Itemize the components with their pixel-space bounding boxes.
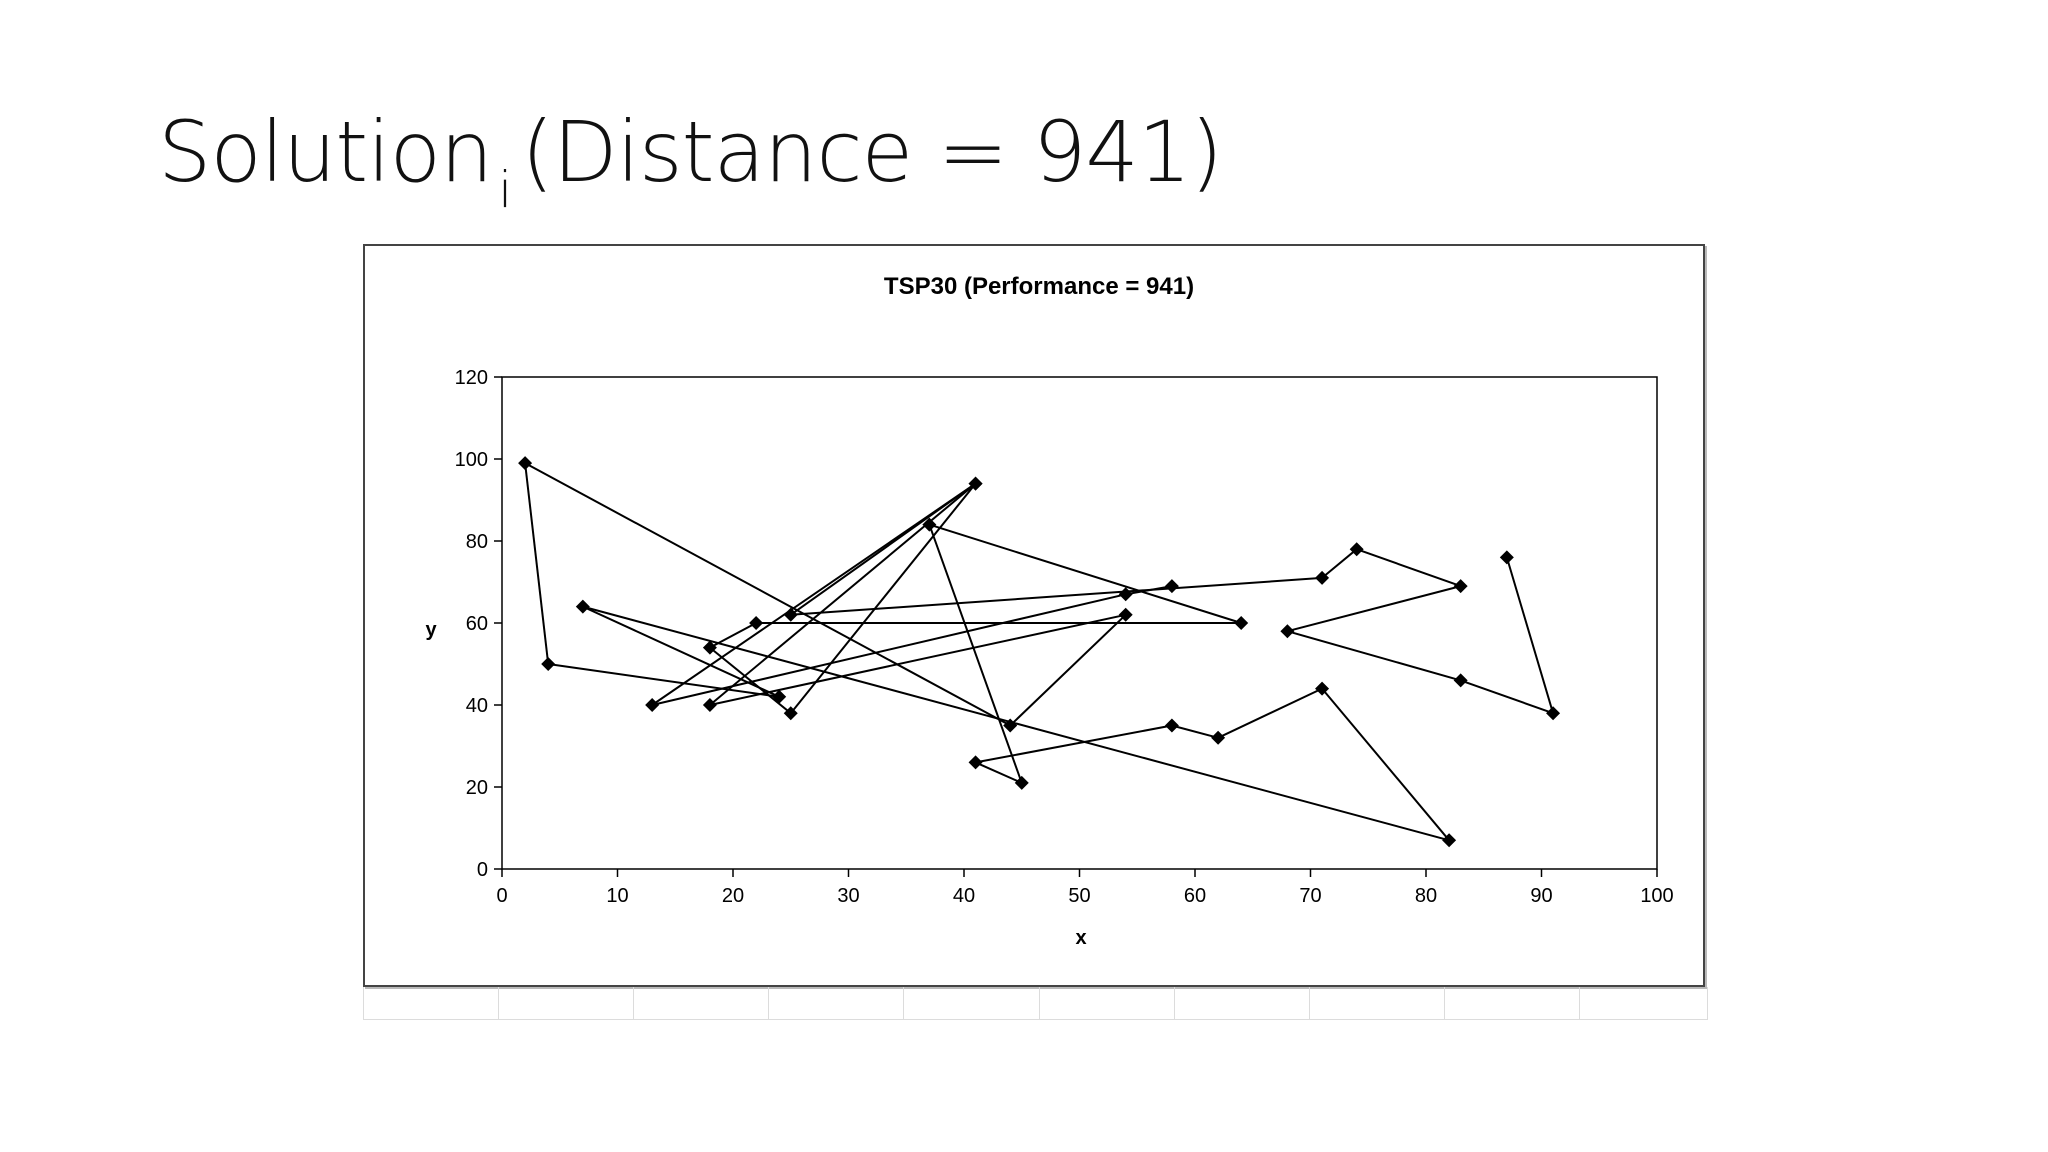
y-axis: 0 20 40 60 80 100 120 bbox=[455, 367, 502, 881]
marker-layer bbox=[518, 456, 1561, 848]
route-segment bbox=[1125, 585, 1173, 596]
x-tick-label: 50 bbox=[1068, 885, 1090, 907]
x-tick-label: 10 bbox=[606, 885, 628, 907]
route-segment bbox=[548, 663, 780, 698]
city-point bbox=[783, 706, 798, 721]
city-point bbox=[575, 599, 590, 614]
x-tick-label: 20 bbox=[722, 885, 744, 907]
y-tick-label: 80 bbox=[466, 531, 488, 553]
city-point bbox=[541, 657, 556, 671]
x-tick-label: 100 bbox=[1640, 885, 1673, 907]
route-segment bbox=[709, 622, 757, 649]
route-segment bbox=[709, 613, 1126, 706]
grid-cell-divider bbox=[1309, 987, 1310, 1019]
route-segment bbox=[790, 576, 1323, 616]
route-segment bbox=[789, 482, 977, 714]
route-segment bbox=[709, 482, 977, 706]
city-point bbox=[702, 698, 717, 712]
y-tick-label: 120 bbox=[455, 367, 488, 389]
route-segment bbox=[1505, 557, 1555, 714]
x-tick-label: 0 bbox=[496, 885, 507, 907]
grid-cell-divider bbox=[498, 987, 499, 1019]
route-segment bbox=[1287, 630, 1461, 682]
route-segment bbox=[651, 593, 1126, 706]
y-tick-label: 20 bbox=[466, 777, 488, 799]
grid-cell-divider bbox=[768, 987, 769, 1019]
city-point bbox=[518, 456, 533, 471]
route-segment bbox=[1171, 724, 1219, 739]
route-segment bbox=[709, 646, 792, 714]
route-segment bbox=[975, 724, 1173, 764]
slide-title-rest: (Distance = 941) bbox=[521, 103, 1223, 201]
route-segment bbox=[524, 462, 1011, 727]
route-segment bbox=[1287, 585, 1461, 633]
grid-cell-divider bbox=[1039, 987, 1040, 1019]
city-point bbox=[1003, 718, 1018, 733]
y-tick-label: 0 bbox=[477, 859, 488, 881]
route-segment bbox=[975, 761, 1023, 784]
city-point bbox=[968, 476, 983, 491]
route-segment bbox=[1321, 687, 1450, 841]
y-tick-label: 100 bbox=[455, 449, 488, 471]
city-point bbox=[783, 607, 798, 622]
grid-cell-divider bbox=[903, 987, 904, 1019]
tsp-chart: TSP30 (Performance = 941) 0 10 20 30 40 50 60 7… bbox=[425, 273, 1674, 949]
x-axis: 0 10 20 30 40 50 60 70 80 90 100 bbox=[496, 869, 1674, 907]
route-segment bbox=[1009, 614, 1127, 727]
route-segment bbox=[1460, 679, 1554, 715]
x-tick-label: 40 bbox=[953, 885, 975, 907]
city-point bbox=[1315, 570, 1330, 585]
city-point bbox=[702, 640, 717, 655]
x-axis-label: x bbox=[1075, 927, 1086, 949]
route-segment bbox=[1321, 548, 1358, 579]
route-segment bbox=[1356, 548, 1461, 588]
city-point bbox=[1164, 718, 1179, 733]
y-tick-label: 60 bbox=[466, 613, 488, 635]
x-tick-label: 90 bbox=[1530, 885, 1552, 907]
city-point bbox=[1453, 579, 1468, 594]
route-segment bbox=[582, 605, 780, 698]
city-point bbox=[1546, 706, 1561, 721]
route-segment bbox=[1217, 687, 1323, 739]
city-point bbox=[1442, 833, 1457, 848]
city-point bbox=[1349, 542, 1364, 557]
route-segment bbox=[582, 605, 1450, 842]
city-point bbox=[772, 689, 787, 704]
city-point bbox=[968, 755, 983, 770]
city-point bbox=[1280, 624, 1295, 639]
x-tick-label: 30 bbox=[837, 885, 859, 907]
grid-cell-divider bbox=[1444, 987, 1445, 1019]
route-layer bbox=[524, 462, 1555, 842]
grid-cell-divider bbox=[1174, 987, 1175, 1019]
city-point bbox=[1315, 681, 1330, 696]
route-segment bbox=[928, 524, 1023, 784]
x-tick-label: 60 bbox=[1184, 885, 1206, 907]
city-point bbox=[1499, 550, 1514, 565]
y-axis-label: y bbox=[425, 619, 437, 641]
city-point bbox=[1164, 579, 1179, 594]
slide-title: Solution i (Distance = 941) bbox=[158, 110, 1223, 215]
chart-title: TSP30 (Performance = 941) bbox=[884, 273, 1194, 300]
city-point bbox=[922, 517, 937, 532]
slide-title-subscript: i bbox=[498, 161, 512, 219]
city-point bbox=[749, 616, 764, 630]
route-segment bbox=[651, 482, 977, 706]
city-point bbox=[645, 698, 660, 712]
city-point bbox=[1014, 775, 1029, 790]
city-point bbox=[1211, 730, 1226, 745]
x-tick-label: 80 bbox=[1415, 885, 1437, 907]
route-segment bbox=[524, 462, 550, 665]
route-segment bbox=[929, 523, 1242, 624]
city-point bbox=[1118, 607, 1133, 622]
city-point bbox=[1234, 616, 1249, 630]
city-point bbox=[1118, 587, 1133, 602]
slide-title-main: Solution bbox=[158, 103, 493, 201]
grid-cell-divider bbox=[1579, 987, 1580, 1019]
x-tick-label: 70 bbox=[1299, 885, 1321, 907]
city-point bbox=[1453, 673, 1468, 688]
y-tick-label: 40 bbox=[466, 695, 488, 717]
grid-cell-divider bbox=[633, 987, 634, 1019]
spreadsheet-grid-strip bbox=[363, 987, 1708, 1020]
